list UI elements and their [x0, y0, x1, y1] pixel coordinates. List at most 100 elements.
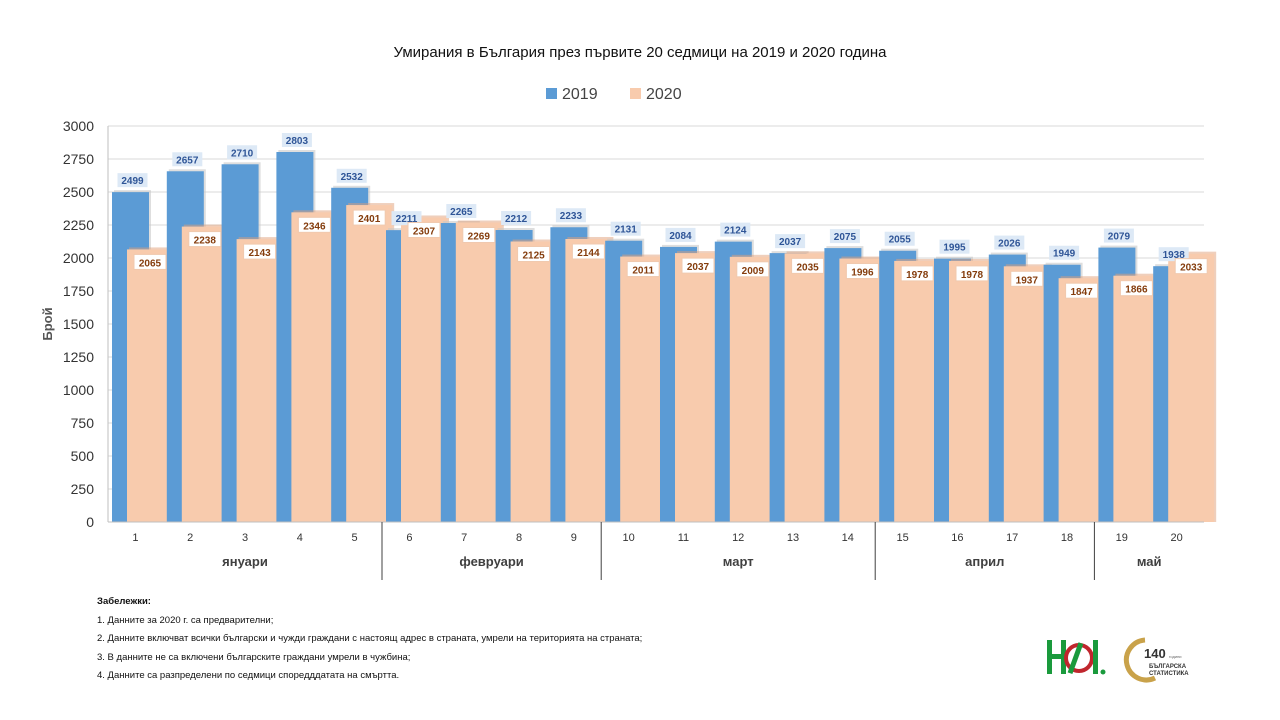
- data-label-2020: 1937: [1016, 275, 1039, 286]
- x-tick-label: 7: [461, 532, 467, 544]
- bar-2020-week-17: [1003, 266, 1050, 522]
- x-tick-label: 20: [1170, 532, 1182, 544]
- bar-2020-week-10: [620, 256, 667, 522]
- x-tick-label: 5: [352, 532, 358, 544]
- data-label-2020: 2143: [248, 248, 271, 259]
- data-label-2019: 2124: [724, 226, 747, 237]
- bar-2020-week-7: [455, 222, 502, 522]
- x-tick-label: 8: [516, 532, 522, 544]
- data-label-bg: [336, 168, 367, 183]
- data-label-2019: 2211: [396, 214, 418, 225]
- y-tick-label: 2500: [63, 184, 94, 200]
- data-label-2019: 2710: [231, 148, 254, 159]
- data-label-bg: [501, 211, 532, 226]
- data-label-2020: 2401: [358, 214, 381, 225]
- y-axis-label: Брой: [40, 307, 55, 340]
- data-label-2020: 2037: [687, 262, 710, 273]
- y-tick-label: 750: [71, 415, 95, 431]
- data-label-2020: 1978: [906, 270, 929, 281]
- data-label-bg: [1103, 228, 1134, 243]
- data-label-bg: [446, 204, 477, 219]
- nsi-logo-icon: [1047, 640, 1106, 675]
- data-label-2019: 2055: [889, 235, 912, 246]
- data-label-2020: 2346: [303, 221, 326, 232]
- data-label-bg: [1174, 258, 1208, 275]
- data-label-bg: [517, 246, 551, 262]
- bar-2020-week-20: [1168, 253, 1215, 523]
- data-label-2019: 2803: [286, 136, 309, 147]
- data-label-2020: 2307: [413, 226, 436, 237]
- month-label: април: [965, 554, 1004, 569]
- data-label-2020: 2269: [468, 231, 491, 242]
- data-label-bg: [994, 235, 1025, 250]
- bar-2020-week-8: [510, 241, 557, 522]
- anniversary-line2: СТАТИСТИКА: [1149, 671, 1189, 677]
- legend-item-2020: 2020: [630, 86, 682, 103]
- note-1: 1. Данните за 2020 г. са предварителни;: [97, 614, 274, 626]
- x-tick-label: 17: [1006, 532, 1018, 544]
- data-label-bg: [462, 226, 496, 243]
- data-label-bg: [900, 265, 934, 282]
- x-tick-label: 9: [571, 532, 577, 544]
- anniversary-sub: години: [1169, 654, 1182, 659]
- data-label-2019: 2657: [176, 155, 199, 166]
- logos: 140 години БЪЛГАРСКА СТАТИСТИКА: [1047, 637, 1189, 683]
- data-label-bg: [720, 222, 751, 237]
- data-label-bg: [571, 243, 605, 260]
- bar-2020-week-13: [784, 253, 831, 522]
- legend-label: 2020: [646, 86, 682, 103]
- y-tick-label: 500: [71, 448, 95, 464]
- legend-label: 2019: [562, 86, 598, 103]
- data-label-bg: [1119, 280, 1153, 297]
- data-label-2019: 2079: [1108, 232, 1131, 243]
- month-label: януари: [222, 554, 268, 569]
- data-label-2019: 2026: [998, 239, 1021, 250]
- month-label: февруари: [459, 554, 523, 569]
- data-label-bg: [939, 239, 970, 254]
- data-label-2020: 1866: [1125, 285, 1148, 296]
- data-label-2020: 2033: [1180, 263, 1203, 274]
- bar-2020-week-9: [565, 238, 612, 522]
- data-label-2019: 2532: [341, 172, 364, 183]
- bar-2020-week-19: [1113, 275, 1160, 522]
- data-label-bg: [681, 257, 715, 274]
- data-label-bg: [884, 231, 915, 246]
- bar-2020-week-12: [729, 256, 776, 522]
- notes-header: Забележки:: [97, 596, 151, 607]
- bar-2020-week-4: [291, 212, 338, 522]
- x-tick-label: 15: [896, 532, 908, 544]
- chart-title: Умирания в България през първите 20 седм…: [393, 44, 887, 61]
- data-label-bg: [297, 216, 331, 233]
- month-label: март: [723, 554, 754, 569]
- month-label: май: [1137, 554, 1162, 569]
- x-tick-label: 10: [622, 532, 634, 544]
- data-label-bg: [955, 265, 989, 282]
- data-label-bg: [1158, 247, 1189, 262]
- x-tick-label: 16: [951, 532, 963, 544]
- data-label-2020: 2125: [522, 251, 545, 262]
- legend-swatch: [546, 88, 557, 99]
- y-tick-label: 250: [71, 481, 95, 497]
- bar-2020-week-16: [949, 260, 995, 522]
- data-label-2020: 2011: [632, 266, 654, 277]
- y-tick-label: 1750: [63, 283, 94, 299]
- data-label-2019: 2131: [615, 225, 638, 236]
- y-tick-label: 1500: [63, 316, 94, 332]
- data-label-2019: 1949: [1053, 249, 1076, 260]
- data-label-bg: [626, 261, 660, 278]
- data-label-bg: [736, 261, 770, 278]
- data-labels: 2499 2065 2657 2238 2710 2143 2803 2346 2532 2401…: [117, 133, 1208, 299]
- data-label-bg: [791, 257, 825, 274]
- data-label-bg: [188, 231, 222, 248]
- data-label-2020: 2065: [139, 258, 162, 269]
- data-label-2019: 2075: [834, 232, 857, 243]
- data-label-2020: 2035: [796, 262, 819, 273]
- data-label-2020: 1996: [851, 268, 874, 279]
- data-label-bg: [352, 209, 386, 226]
- data-label-bg: [610, 221, 641, 236]
- data-label-2020: 1847: [1070, 287, 1093, 298]
- data-label-2019: 2212: [505, 214, 528, 225]
- x-tick-label: 14: [842, 532, 854, 544]
